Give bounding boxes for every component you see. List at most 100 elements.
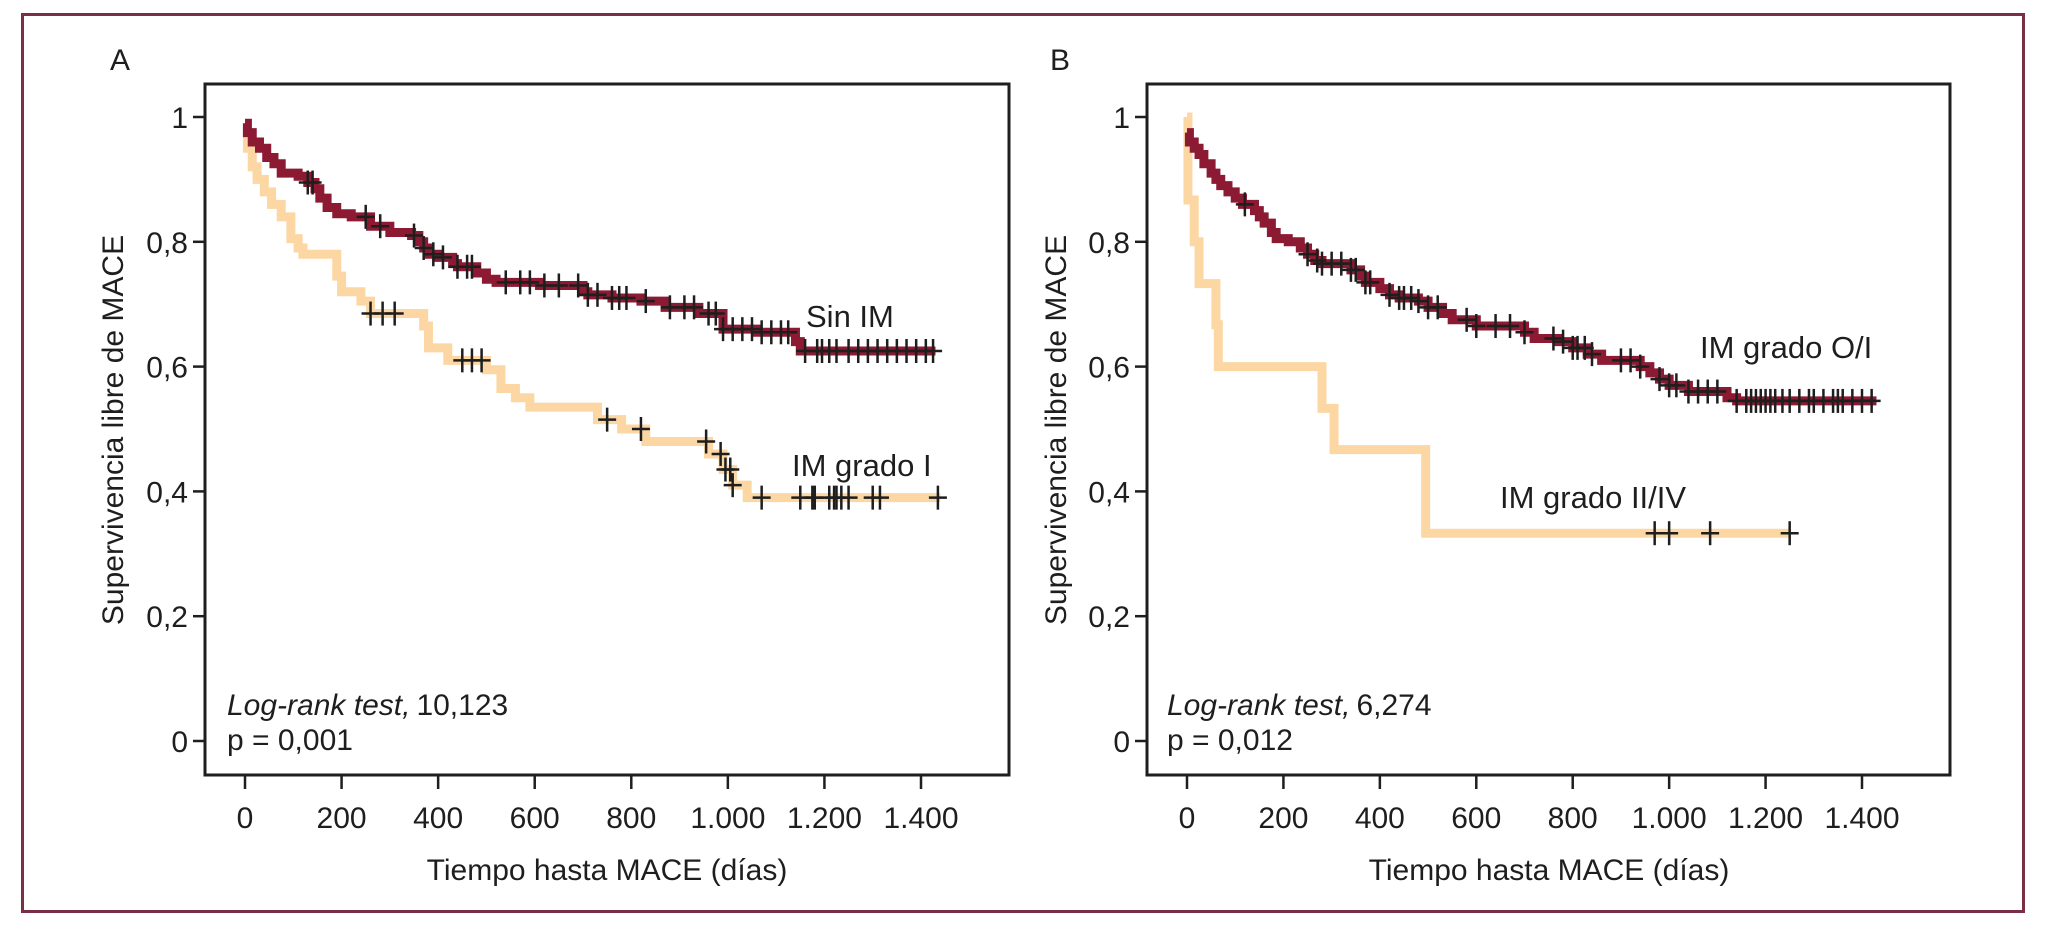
y-axis-title-b: Supervivencia libre de MACE <box>1040 235 1073 625</box>
censor-mark-im-grado-o-i <box>1544 326 1563 351</box>
x-tick-label: 1.400 <box>883 802 958 835</box>
x-tick-label: 1.000 <box>690 802 765 835</box>
x-tick-label: 0 <box>1179 802 1196 835</box>
curve-label-im-grado-i: IM grado I <box>792 448 932 483</box>
x-tick-label: 600 <box>510 802 560 835</box>
x-tick-label: 200 <box>1258 802 1308 835</box>
x-tick-label: 1.400 <box>1824 802 1899 835</box>
censor-mark-sin-im <box>588 282 607 307</box>
censor-mark-im-grado-i <box>631 417 650 441</box>
x-axis-title-a: Tiempo hasta MACE (días) <box>427 854 788 887</box>
censor-mark-im-grado-o-i <box>1380 282 1399 307</box>
y-tick-label: 0,4 <box>1088 476 1130 509</box>
censor-mark-im-grado-o-i <box>1409 289 1428 314</box>
x-axis-b: 0 200 400 600 800 1.000 1.200 1.400 <box>1179 775 1900 835</box>
censor-mark-sin-im <box>743 317 761 342</box>
censor-mark-im-grado-o-i <box>1467 314 1486 339</box>
logrank-statistic-a: 10,123 <box>416 689 508 722</box>
x-tick-label: 600 <box>1451 802 1501 835</box>
logrank-label-a: Log-rank test, <box>227 689 410 722</box>
censor-mark-sin-im <box>303 170 322 195</box>
x-tick-label: 400 <box>413 802 463 835</box>
panel-label-a: A <box>110 44 130 77</box>
censor-mark-im-grado-i <box>598 407 617 432</box>
logrank-label-b: Log-rank test, <box>1167 689 1350 722</box>
censor-mark-im-grado-o-i <box>1708 379 1727 404</box>
p-value-b: p = 0,012 <box>1167 724 1293 757</box>
censor-mark-sin-im <box>371 214 390 239</box>
censor-mark-im-grado-o-i <box>1583 342 1601 367</box>
censor-mark-im-grado-o-i <box>1515 320 1534 345</box>
x-tick-label: 400 <box>1355 802 1405 835</box>
x-tick-label: 0 <box>237 802 254 835</box>
x-tick-label: 1.200 <box>1728 802 1803 835</box>
censor-mark-sin-im <box>617 285 636 310</box>
x-axis-a: 0 200 400 600 800 1.000 1.200 1.400 <box>237 775 959 835</box>
censor-mark-sin-im <box>924 339 943 363</box>
censor-mark-im-grado-i <box>385 301 404 326</box>
curve-im-grado-o-i <box>1184 128 1877 406</box>
censor-marks-b <box>1235 192 1881 546</box>
censor-mark-im-grado-i <box>472 348 491 373</box>
censor-mark-sin-im <box>462 254 481 279</box>
censor-mark-sin-im <box>685 295 704 320</box>
censor-mark-im-grado-o-i <box>1428 295 1447 320</box>
y-tick-label: 1 <box>1113 102 1130 135</box>
censor-mark-sin-im <box>779 320 798 345</box>
censor-mark-im-grado-o-i <box>1298 242 1317 267</box>
censor-mark-im-grado-i <box>711 441 730 466</box>
censor-mark-im-grado-o-i <box>1332 251 1351 276</box>
censor-mark-im-grado-o-i <box>1554 329 1573 354</box>
curve-label-im-grado-ii-iv: IM grado II/IV <box>1500 480 1686 515</box>
y-tick-label: 0,6 <box>146 352 188 385</box>
curve-im-grado-ii-iv <box>1183 112 1790 538</box>
censor-mark-im-grado-o-i <box>1621 348 1640 373</box>
censor-mark-sin-im <box>636 289 655 314</box>
censor-mark-im-grado-o-i <box>1361 270 1380 295</box>
censor-mark-im-grado-i <box>928 485 947 510</box>
censor-mark-im-grado-o-i <box>1457 307 1476 332</box>
x-tick-label: 1.000 <box>1632 802 1707 835</box>
y-tick-label: 1 <box>171 102 188 135</box>
plot-area-a <box>203 82 1011 777</box>
y-tick-label: 0,8 <box>1088 227 1130 260</box>
censor-mark-im-grado-o-i <box>1862 388 1881 413</box>
censor-mark-sin-im <box>549 273 568 298</box>
y-tick-label: 0,2 <box>146 601 188 634</box>
x-tick-label: 200 <box>317 802 367 835</box>
y-tick-label: 0,2 <box>1088 601 1130 634</box>
curve-label-im-grado-o-i: IM grado O/I <box>1700 330 1872 365</box>
censor-mark-im-grado-o-i <box>1235 192 1254 217</box>
logrank-annotation-b: Log-rank test, 6,274 <box>1167 689 1432 722</box>
censor-mark-sin-im <box>433 245 452 270</box>
censor-mark-sin-im <box>706 301 725 326</box>
y-tick-label: 0,4 <box>146 476 188 509</box>
censor-mark-im-grado-o-i <box>1650 367 1669 392</box>
panel-b: B 0 0,2 0,4 0,6 0,8 1 0 200 400 600 800 1.000 1.200… <box>1040 44 1952 887</box>
censor-mark-sin-im <box>520 270 539 295</box>
logrank-statistic-b: 6,274 <box>1356 689 1431 722</box>
censor-mark-im-grado-i <box>697 429 716 454</box>
censor-mark-im-grado-i <box>752 485 771 510</box>
censor-mark-im-grado-o-i <box>1667 373 1686 398</box>
y-axis-b: 0 0,2 0,4 0,6 0,8 1 <box>1088 102 1147 759</box>
survival-curves-b <box>1183 112 1877 538</box>
curve-label-sin-im: Sin IM <box>806 299 894 334</box>
censor-mark-im-grado-i <box>721 457 740 482</box>
censor-mark-im-grado-ii-iv <box>1701 521 1720 546</box>
censor-mark-sin-im <box>569 273 588 298</box>
logrank-annotation-a: Log-rank test, 10,123 <box>227 689 508 722</box>
censor-mark-im-grado-ii-iv <box>1660 521 1679 546</box>
censor-mark-im-grado-i <box>839 485 858 510</box>
panel-a: A 0 0,2 0,4 0,6 0,8 1 0 200 400 600 800 1.000 1.200… <box>97 44 1011 887</box>
figure-frame <box>21 13 2025 913</box>
censor-marks-a <box>298 170 947 510</box>
curve-im-grado-i <box>242 128 941 503</box>
censor-mark-im-grado-o-i <box>1501 314 1520 339</box>
x-tick-label: 1.200 <box>787 802 862 835</box>
p-value-a: p = 0,001 <box>227 724 353 757</box>
y-axis-a: 0 0,2 0,4 0,6 0,8 1 <box>146 102 205 759</box>
y-axis-title-a: Supervivencia libre de MACE <box>97 235 130 625</box>
x-axis-title-b: Tiempo hasta MACE (días) <box>1369 854 1730 887</box>
